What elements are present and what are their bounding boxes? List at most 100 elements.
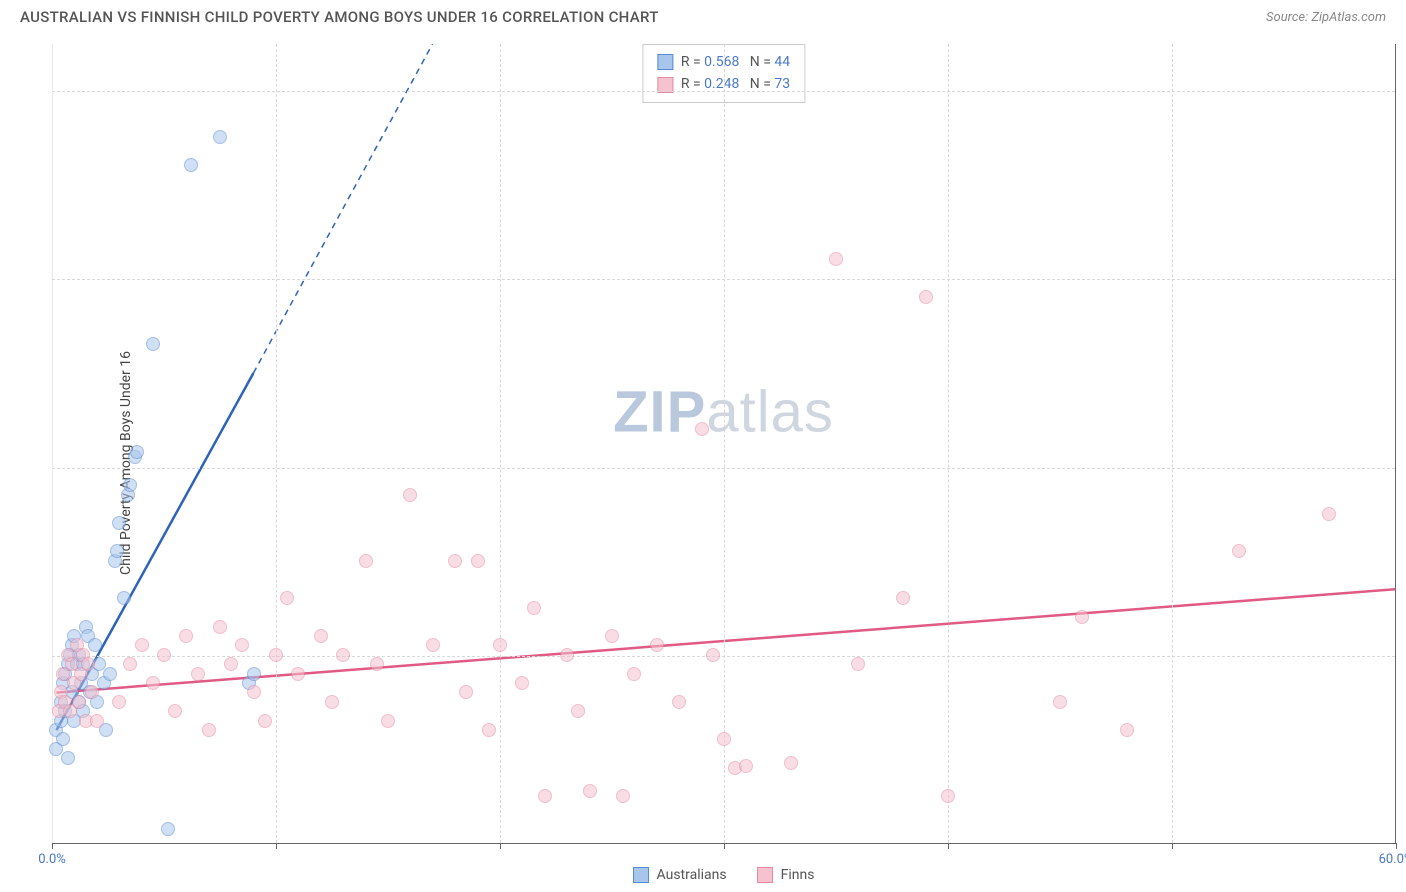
x-tick-mark — [500, 843, 501, 849]
data-point — [527, 601, 541, 615]
data-point — [370, 657, 384, 671]
data-point — [403, 488, 417, 502]
legend-item: Australians — [633, 867, 727, 883]
data-point — [213, 620, 227, 634]
data-point — [247, 667, 261, 681]
x-tick-label: 0.0% — [38, 852, 66, 867]
data-point — [72, 695, 86, 709]
x-tick-mark — [52, 843, 53, 849]
data-point — [717, 732, 731, 746]
legend-label: Finns — [781, 867, 815, 883]
plot-region: ZIPatlas R = 0.568 N = 44R = 0.248 N = 7… — [52, 44, 1396, 844]
data-point — [123, 478, 137, 492]
legend-stats: R = 0.568 N = 44 — [681, 51, 790, 73]
data-point — [85, 685, 99, 699]
gridline-v — [724, 44, 725, 843]
data-point — [381, 714, 395, 728]
data-point — [325, 695, 339, 709]
gridline-v — [500, 44, 501, 843]
x-tick-mark — [724, 843, 725, 849]
data-point — [112, 695, 126, 709]
data-point — [605, 629, 619, 643]
data-point — [448, 554, 462, 568]
legend-item: Finns — [757, 867, 815, 883]
data-point — [1120, 723, 1134, 737]
data-point — [941, 789, 955, 803]
data-point — [157, 648, 171, 662]
y-tick-label: 20.0% — [1401, 648, 1406, 663]
data-point — [130, 445, 144, 459]
x-tick-mark — [1396, 843, 1397, 849]
data-point — [202, 723, 216, 737]
data-point — [359, 554, 373, 568]
data-point — [112, 516, 126, 530]
watermark-atlas: atlas — [706, 379, 834, 444]
data-point — [1053, 695, 1067, 709]
data-point — [135, 638, 149, 652]
gridline-v — [1172, 44, 1173, 843]
data-point — [627, 667, 641, 681]
data-point — [168, 704, 182, 718]
source-prefix: Source: — [1266, 10, 1311, 25]
data-point — [269, 648, 283, 662]
data-point — [919, 290, 933, 304]
legend-stats: R = 0.248 N = 73 — [681, 73, 790, 95]
data-point — [258, 714, 272, 728]
data-point — [90, 714, 104, 728]
data-point — [61, 751, 75, 765]
legend-swatch — [657, 54, 673, 70]
data-point — [336, 648, 350, 662]
y-tick-label: 40.0% — [1401, 460, 1406, 475]
data-point — [482, 723, 496, 737]
data-point — [314, 629, 328, 643]
data-point — [571, 704, 585, 718]
x-tick-mark — [1172, 843, 1173, 849]
data-point — [538, 789, 552, 803]
data-point — [123, 657, 137, 671]
source-credit: Source: ZipAtlas.com — [1266, 10, 1386, 25]
data-point — [471, 554, 485, 568]
data-point — [161, 822, 175, 836]
data-point — [784, 756, 798, 770]
data-point — [184, 158, 198, 172]
x-tick-mark — [948, 843, 949, 849]
data-point — [179, 629, 193, 643]
data-point — [706, 648, 720, 662]
data-point — [110, 544, 124, 558]
data-point — [235, 638, 249, 652]
data-point — [896, 591, 910, 605]
data-point — [88, 638, 102, 652]
data-point — [426, 638, 440, 652]
x-tick-label: 60.0% — [1379, 852, 1406, 867]
data-point — [616, 789, 630, 803]
source-name: ZipAtlas.com — [1311, 10, 1386, 25]
data-point — [1322, 507, 1336, 521]
series-legend: Australians Finns — [633, 867, 815, 883]
data-point — [493, 638, 507, 652]
y-tick-label: 80.0% — [1401, 84, 1406, 99]
y-tick-label: 60.0% — [1401, 272, 1406, 287]
chart-area: Child Poverty Among Boys Under 16 ZIPatl… — [0, 34, 1406, 892]
data-point — [103, 667, 117, 681]
legend-swatch — [633, 867, 649, 883]
data-point — [280, 591, 294, 605]
data-point — [515, 676, 529, 690]
header: AUSTRALIAN VS FINNISH CHILD POVERTY AMON… — [0, 0, 1406, 30]
data-point — [560, 648, 574, 662]
data-point — [224, 657, 238, 671]
data-point — [146, 337, 160, 351]
data-point — [213, 130, 227, 144]
data-point — [191, 667, 205, 681]
data-point — [695, 422, 709, 436]
data-point — [459, 685, 473, 699]
data-point — [739, 759, 753, 773]
legend-label: Australians — [657, 867, 727, 883]
chart-title: AUSTRALIAN VS FINNISH CHILD POVERTY AMON… — [20, 8, 659, 26]
data-point — [117, 591, 131, 605]
data-point — [583, 784, 597, 798]
legend-swatch — [757, 867, 773, 883]
data-point — [146, 676, 160, 690]
data-point — [1232, 544, 1246, 558]
x-tick-mark — [276, 843, 277, 849]
data-point — [829, 252, 843, 266]
